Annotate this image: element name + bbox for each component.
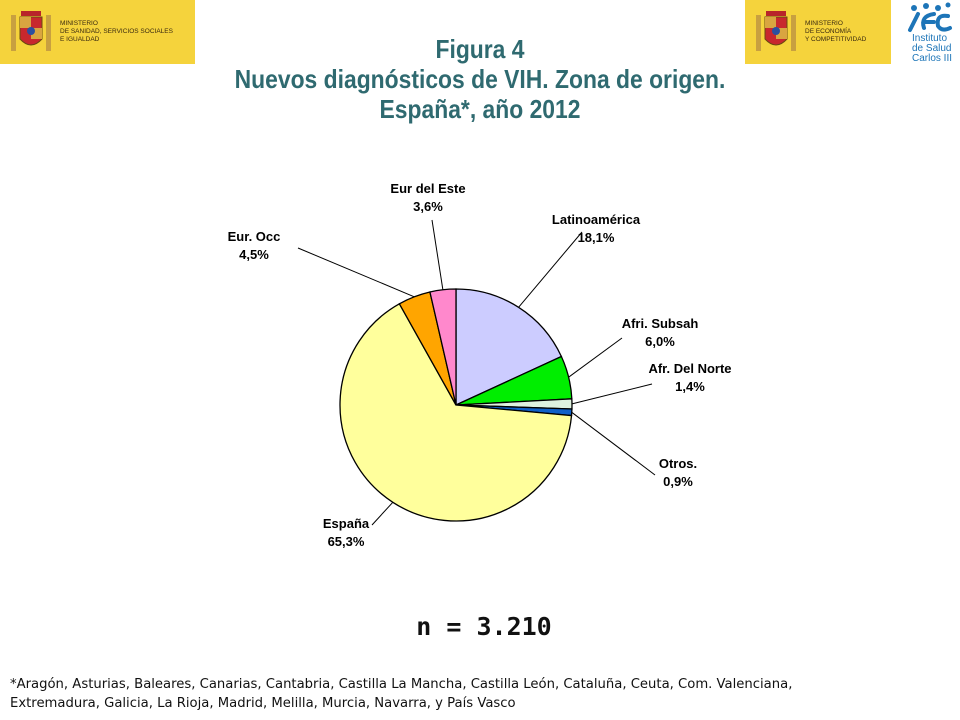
footnote: *Aragón, Asturias, Baleares, Canarias, C… bbox=[10, 677, 793, 711]
leader-line-eur-occ bbox=[297, 247, 415, 298]
ministerio-economia-text: Ministerio de Economía y Competitividad bbox=[805, 20, 867, 43]
slice-value-afr-del-norte: 1,4% bbox=[675, 379, 705, 394]
figure-title: Figura 4 bbox=[435, 34, 525, 64]
isciii-logo: Instituto de Salud Carlos III bbox=[898, 0, 960, 70]
leader-line-espana bbox=[371, 501, 394, 526]
leader-line-afr-del-norte bbox=[571, 383, 653, 405]
slice-label-eur-occ: Eur. Occ bbox=[228, 229, 281, 244]
slice-label-latinoamerica: Latinoamérica bbox=[552, 212, 641, 227]
ministerio-sanidad-text: Ministerio de Sanidad, Servicios Sociale… bbox=[60, 20, 173, 43]
slice-label-afr-del-norte: Afr. Del Norte bbox=[648, 361, 731, 376]
slice-value-espana: 65,3% bbox=[328, 534, 365, 549]
pie-slice-espana bbox=[339, 302, 573, 522]
sample-size-label: n = 3.210 bbox=[416, 612, 552, 641]
slice-label-eur-del-este: Eur del Este bbox=[390, 181, 465, 196]
slice-value-eur-del-este: 3,6% bbox=[413, 199, 443, 214]
slice-label-afri-subsah: Afri. Subsah bbox=[622, 316, 699, 331]
figure-subtitle-year: España*, año 2012 bbox=[379, 94, 581, 124]
slice-value-eur-occ: 4,5% bbox=[239, 247, 269, 262]
slice-value-afri-subsah: 6,0% bbox=[645, 334, 675, 349]
ministerio-sanidad-logo: Ministerio de Sanidad, Servicios Sociale… bbox=[0, 0, 195, 64]
pie-slice-latinoamerica bbox=[455, 288, 563, 407]
isciii-text: Instituto de Salud Carlos III bbox=[912, 33, 953, 64]
coat-of-arms-icon bbox=[756, 11, 796, 51]
figure-subtitle: Nuevos diagnósticos de VIH. Zona de orig… bbox=[234, 64, 726, 94]
leader-line-latinoamerica bbox=[518, 231, 583, 308]
slice-value-otros: 0,9% bbox=[663, 474, 693, 489]
coat-of-arms-icon bbox=[11, 11, 51, 51]
slice-label-otros: Otros. bbox=[659, 456, 697, 471]
leader-line-otros bbox=[571, 411, 656, 476]
leader-line-afri-subsah bbox=[568, 337, 623, 378]
slice-label-espana: España bbox=[323, 516, 370, 531]
pie-slice-eur-del-este bbox=[429, 288, 457, 406]
slice-value-latinoamerica: 18,1% bbox=[578, 230, 615, 245]
leader-line-eur-del-este bbox=[431, 219, 444, 290]
isciii-mark-icon bbox=[908, 2, 952, 32]
ministerio-economia-logo: Ministerio de Economía y Competitividad bbox=[745, 0, 891, 64]
